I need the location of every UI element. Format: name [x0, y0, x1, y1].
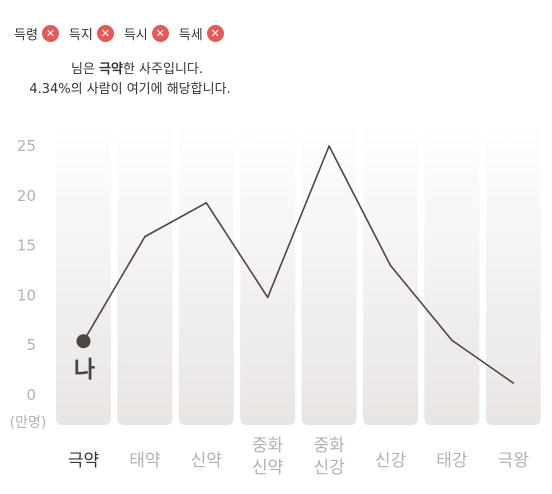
data-point	[512, 382, 515, 384]
y-tick-label: 10	[17, 286, 36, 304]
summary-strength: 극약	[99, 62, 123, 77]
tag-label: 득세	[178, 28, 203, 43]
x-tick-label: 극왕	[498, 451, 529, 471]
tag-deukji: 득지 ✕	[69, 24, 114, 43]
tag-label: 득지	[68, 28, 93, 43]
x-tick-label: 극약	[68, 451, 99, 471]
tag-label: 득시	[123, 28, 148, 43]
category-column	[424, 122, 480, 425]
data-point	[205, 201, 208, 204]
y-axis-unit-label: (만명)	[10, 415, 47, 431]
x-tick-label: 태강	[436, 451, 468, 471]
category-column	[363, 122, 418, 425]
close-icon[interactable]: ✕	[151, 25, 169, 42]
data-point	[451, 339, 453, 342]
tag-label: 득령	[14, 28, 38, 43]
data-point	[389, 264, 392, 267]
x-tick-label: 신강	[313, 458, 345, 478]
category-column	[178, 122, 234, 425]
y-tick-label: 25	[17, 137, 36, 155]
tag-deuksi: 득시 ✕	[124, 24, 169, 43]
x-tick-label: 신약	[252, 458, 283, 478]
category-column	[56, 122, 111, 425]
category-column	[485, 122, 541, 425]
x-tick-label: 태약	[129, 451, 160, 471]
x-tick-label: 신약	[191, 451, 222, 471]
data-point	[328, 145, 330, 147]
current-position-marker	[76, 334, 91, 349]
x-tick-label: 중화	[313, 436, 345, 456]
y-tick-label: 15	[17, 237, 36, 255]
category-column	[117, 122, 173, 425]
summary-prefix: 님은	[70, 62, 100, 77]
tag-deukse: 득세 ✕	[179, 24, 224, 43]
category-column	[301, 122, 357, 425]
y-tick-label: 5	[26, 336, 36, 354]
marker-label: 나	[74, 357, 95, 383]
series-line	[82, 145, 514, 384]
result-summary: 님은 극약한 사주입니다. 4.34%의 사람이 여기에 해당합니다.	[0, 60, 260, 100]
close-icon[interactable]: ✕	[206, 25, 224, 42]
summary-line1: 님은 극약한 사주입니다.	[0, 60, 260, 80]
data-point	[266, 296, 269, 299]
data-point	[144, 235, 146, 238]
summary-line2: 4.34%의 사람이 여기에 해당합니다.	[29, 82, 231, 97]
close-icon[interactable]: ✕	[96, 25, 114, 42]
x-tick-label: 중화	[252, 436, 284, 456]
close-icon[interactable]: ✕	[41, 25, 59, 42]
y-tick-label: 0	[26, 386, 36, 404]
condition-tags: 득령 ✕ 득지 ✕ 득시 ✕ 득세 ✕	[14, 24, 234, 43]
summary-suffix: 한 사주입니다.	[122, 62, 203, 77]
category-column	[240, 122, 296, 425]
x-tick-label: 신강	[375, 451, 407, 471]
y-tick-label: 20	[17, 187, 36, 205]
tag-deukryeong: 득령 ✕	[14, 24, 59, 43]
